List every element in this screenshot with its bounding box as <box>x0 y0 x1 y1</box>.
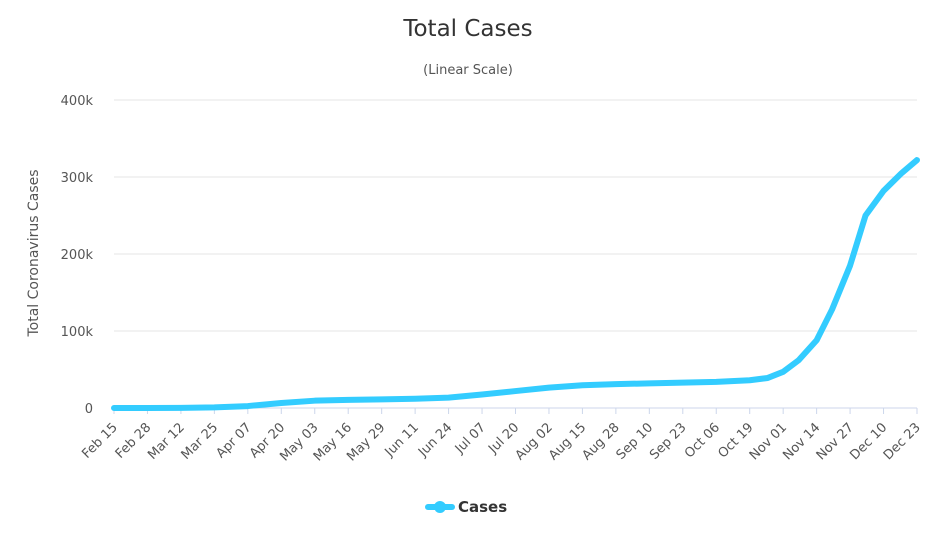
data-point[interactable] <box>814 337 820 343</box>
data-point[interactable] <box>881 188 887 194</box>
y-axis-ticks: 0 100k 200k 300k 400k <box>61 94 94 417</box>
series-line-cases[interactable] <box>111 157 920 411</box>
x-tick-label: Mar 12 <box>145 420 188 463</box>
legend-label-cases[interactable]: Cases <box>458 498 507 516</box>
data-point[interactable] <box>765 375 771 381</box>
y-axis-label: Total Coronavirus Cases <box>26 169 42 337</box>
data-point[interactable] <box>899 170 905 176</box>
data-point[interactable] <box>144 405 150 411</box>
data-point[interactable] <box>796 357 802 363</box>
data-point[interactable] <box>446 395 452 401</box>
x-tick-label: Oct 06 <box>682 420 723 461</box>
x-tick-label: Jul 07 <box>452 420 489 457</box>
data-point[interactable] <box>379 396 385 402</box>
data-point[interactable] <box>863 213 869 219</box>
x-tick-label: Sep 10 <box>614 420 657 463</box>
data-point[interactable] <box>245 403 251 409</box>
legend-swatch-marker <box>434 501 446 513</box>
data-point[interactable] <box>513 388 519 394</box>
x-tick-label: Feb 15 <box>79 420 121 462</box>
x-tick-label: Mar 25 <box>179 420 222 463</box>
data-point[interactable] <box>829 306 835 312</box>
data-point[interactable] <box>646 380 652 386</box>
x-tick-label: Jun 24 <box>415 420 455 460</box>
legend[interactable]: Cases <box>425 498 507 516</box>
data-point[interactable] <box>111 405 117 411</box>
data-point[interactable] <box>713 379 719 385</box>
x-tick-label: Sep 23 <box>647 420 690 463</box>
y-tick-label: 0 <box>85 402 93 417</box>
x-tick-label: Apr 07 <box>214 420 255 461</box>
data-point[interactable] <box>780 369 786 375</box>
data-point[interactable] <box>613 381 619 387</box>
data-point[interactable] <box>847 263 853 269</box>
series-layer <box>111 157 920 411</box>
data-point[interactable] <box>278 400 284 406</box>
data-point[interactable] <box>412 396 418 402</box>
chart-title: Total Cases <box>402 16 532 42</box>
x-tick-label: Dec 23 <box>881 420 924 463</box>
data-point[interactable] <box>546 385 552 391</box>
data-point[interactable] <box>680 380 686 386</box>
data-point[interactable] <box>312 398 318 404</box>
data-point[interactable] <box>579 382 585 388</box>
data-point[interactable] <box>747 377 753 383</box>
x-tick-label: Aug 28 <box>580 420 623 463</box>
chart-subtitle: (Linear Scale) <box>423 63 513 78</box>
data-point[interactable] <box>178 405 184 411</box>
data-point[interactable] <box>211 404 217 410</box>
y-tick-label: 400k <box>61 94 94 109</box>
x-tick-label: Jun 11 <box>382 420 422 460</box>
data-point[interactable] <box>479 392 485 398</box>
y-tick-label: 100k <box>61 325 94 340</box>
data-point[interactable] <box>345 397 351 403</box>
y-tick-label: 200k <box>61 248 94 263</box>
y-tick-label: 300k <box>61 171 94 186</box>
data-point[interactable] <box>914 157 920 163</box>
